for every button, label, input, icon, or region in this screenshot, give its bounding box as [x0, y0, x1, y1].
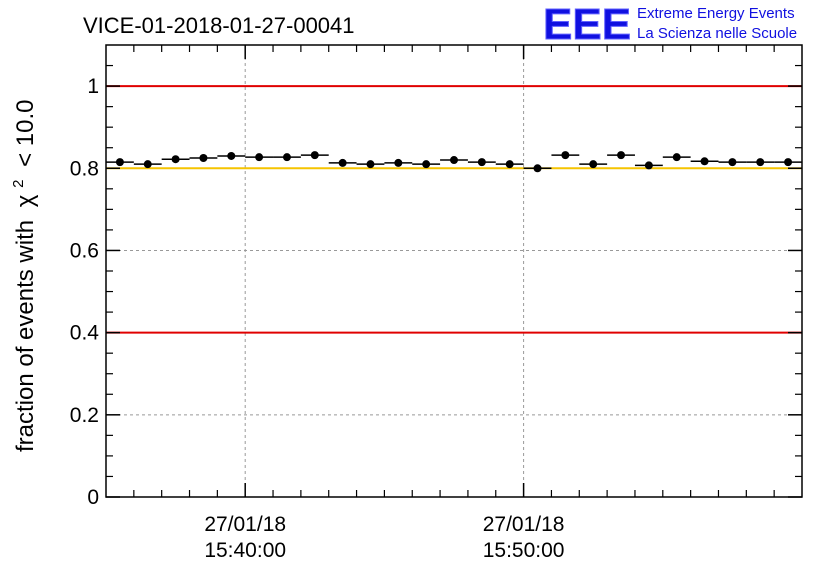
y-axis-label: fraction of events with χ 2 < 10.0: [2, 100, 39, 453]
x-tick-date-label: 27/01/18: [204, 513, 286, 536]
axis-ticks: [106, 45, 802, 498]
data-point: [533, 164, 542, 173]
data-point: [143, 160, 152, 169]
y-axis-label-symbol: χ: [12, 194, 39, 207]
y-tick-label: 0.6: [70, 239, 99, 262]
data-point: [561, 151, 570, 160]
data-point: [366, 160, 375, 169]
data-point: [728, 158, 737, 167]
chart-title: VICE-01-2018-01-27-00041: [83, 13, 355, 38]
data-point: [199, 154, 208, 162]
data-point: [282, 153, 291, 162]
logo-line1: Extreme Energy Events: [637, 5, 795, 22]
data-point: [338, 158, 347, 167]
reference-lines: [106, 85, 802, 334]
data-point: [589, 160, 598, 169]
data-point: [784, 158, 793, 167]
eee-logo: EEE Extreme Energy Events La Scienza nel…: [543, 0, 798, 50]
y-axis-label-text: fraction of events with: [12, 220, 39, 452]
x-tick-date-label: 27/01/18: [483, 513, 565, 536]
x-tick-time-label: 15:40:00: [204, 539, 286, 562]
x-tick-time-label: 15:50:00: [483, 539, 565, 562]
y-tick-label: 0.2: [70, 404, 99, 427]
data-point: [756, 158, 765, 167]
data-point: [227, 151, 236, 160]
grid-lines: [106, 45, 802, 497]
y-tick-label: 0.4: [70, 322, 100, 345]
y-tick-labels: 0 0.2 0.4 0.6 0.8 1: [70, 75, 100, 509]
plot-frame: [105, 44, 803, 498]
data-point: [644, 161, 653, 170]
logo-line2: La Scienza nelle Scuole: [637, 25, 797, 42]
data-point: [672, 153, 681, 162]
y-tick-label: 1: [87, 75, 99, 98]
data-point: [450, 156, 458, 165]
x-tick-labels: 27/01/18 15:40:00 27/01/18 15:50:00: [204, 513, 564, 562]
data-point: [394, 158, 403, 167]
logo-letters: EEE: [543, 0, 631, 49]
data-point: [477, 158, 486, 167]
data-point: [255, 153, 264, 162]
data-point: [700, 157, 709, 166]
data-point: [171, 155, 180, 164]
data-point: [115, 158, 124, 167]
y-tick-label: 0.8: [70, 157, 99, 180]
data-point: [505, 160, 514, 169]
y-tick-label: 0: [87, 486, 99, 509]
y-axis-label-superscript: 2: [10, 180, 27, 188]
y-axis-label-suffix: < 10.0: [12, 100, 39, 167]
data-point: [310, 151, 319, 160]
data-points: [106, 151, 802, 173]
data-point: [422, 160, 431, 169]
data-point: [617, 151, 626, 160]
